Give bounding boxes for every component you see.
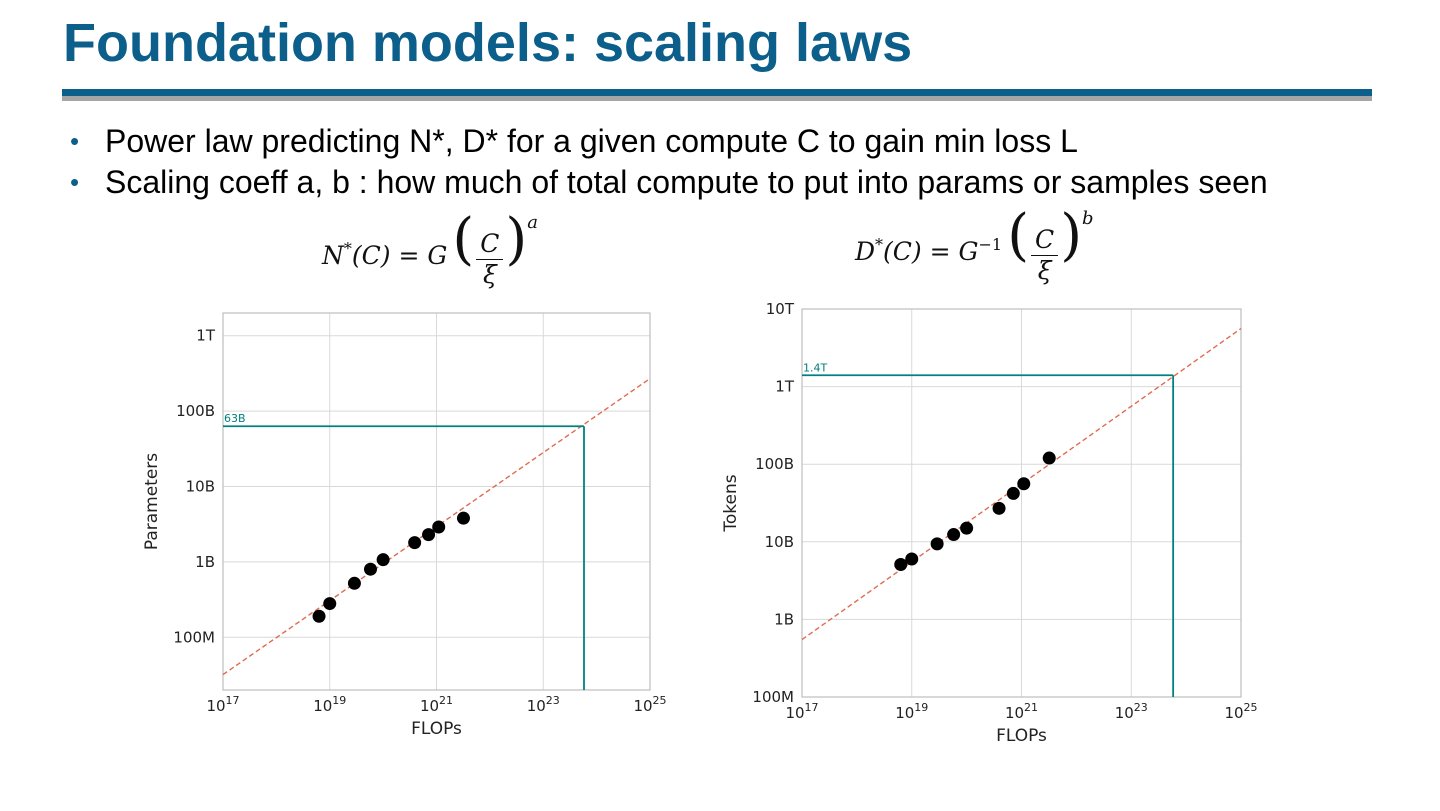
- x-tick-label: 1019: [895, 701, 928, 722]
- title-rule-blue: [62, 89, 1372, 96]
- data-point: [960, 521, 974, 535]
- data-point: [1017, 477, 1031, 491]
- y-axis-label: Tokens: [721, 474, 741, 532]
- x-tick-label: 1017: [785, 701, 818, 722]
- x-tick-label: 1019: [313, 694, 346, 715]
- data-point: [1042, 451, 1056, 465]
- formula-d-lhs: D: [855, 237, 876, 266]
- data-point: [323, 597, 337, 611]
- x-tick-label: 1023: [1115, 701, 1148, 722]
- y-tick-label: 10B: [765, 533, 794, 551]
- data-point: [456, 511, 470, 525]
- y-tick-label: 100M: [752, 688, 794, 706]
- x-tick-label: 1025: [633, 694, 666, 715]
- x-tick-label: 1023: [527, 694, 560, 715]
- formula-d-star-sup: *: [875, 235, 884, 254]
- data-point: [947, 528, 961, 542]
- bullet-text: Scaling coeff a, b : how much of total c…: [105, 164, 1268, 200]
- formula-n-arg: (C) = G: [351, 241, 448, 270]
- y-tick-label: 1B: [774, 610, 794, 628]
- formula-d-numerator: C: [1031, 225, 1059, 256]
- y-tick-label: 1B: [195, 553, 215, 571]
- data-point: [905, 552, 919, 566]
- slide-title: Foundation models: scaling laws: [63, 13, 913, 73]
- plot-frame: [801, 308, 1242, 698]
- x-tick-label: 1021: [1005, 701, 1038, 722]
- formula-d-denominator: ξ: [1037, 256, 1052, 285]
- x-axis-label: FLOPs: [996, 726, 1047, 746]
- x-tick-label: 1021: [420, 694, 453, 715]
- y-tick-label: 100M: [173, 628, 215, 646]
- data-point: [422, 528, 436, 542]
- data-point: [347, 576, 361, 590]
- bullet-text: Power law predicting N*, D* for a given …: [105, 123, 1078, 159]
- y-tick-label: 100B: [755, 455, 794, 473]
- data-point: [312, 609, 326, 623]
- y-tick-label: 100B: [176, 402, 215, 420]
- formula-n-star-sup: *: [343, 239, 352, 258]
- y-axis-label: Parameters: [142, 453, 162, 550]
- formula-n-numerator: C: [476, 229, 504, 260]
- optimum-label: 63B: [224, 412, 246, 425]
- optimum-label: 1.4T: [803, 361, 827, 374]
- y-tick-label: 10B: [186, 477, 215, 495]
- bullet-list: • Power law predicting N*, D* for a give…: [70, 121, 1268, 203]
- bullet-item: • Scaling coeff a, b : how much of total…: [70, 162, 1268, 203]
- data-point: [376, 553, 390, 567]
- x-axis-label: FLOPs: [411, 719, 462, 739]
- data-point: [408, 536, 422, 550]
- formula-n-exponent: a: [527, 212, 539, 233]
- data-point: [894, 557, 908, 571]
- bullet-icon: •: [70, 126, 80, 156]
- y-tick-label: 10T: [766, 300, 795, 318]
- formula-d-inverse: −1: [978, 235, 1003, 254]
- data-point: [992, 501, 1006, 515]
- data-point: [363, 562, 377, 576]
- y-tick-label: 1T: [196, 327, 216, 345]
- bullet-icon: •: [70, 167, 80, 197]
- formula-d-arg: (C) = G: [883, 237, 979, 266]
- data-point: [1006, 486, 1020, 500]
- x-tick-label: 1017: [206, 694, 239, 715]
- fit-line: [801, 327, 1242, 641]
- title-rule-grey: [62, 96, 1372, 101]
- formula-d-exponent: b: [1082, 208, 1094, 229]
- bullet-item: • Power law predicting N*, D* for a give…: [70, 121, 1268, 162]
- x-tick-label: 1025: [1224, 701, 1257, 722]
- formula-n-denominator: ξ: [482, 260, 497, 289]
- data-point: [930, 537, 944, 551]
- y-tick-label: 1T: [775, 378, 795, 396]
- formula-n-lhs: N: [322, 241, 344, 270]
- data-point: [432, 520, 446, 534]
- plot-frame: [222, 312, 651, 691]
